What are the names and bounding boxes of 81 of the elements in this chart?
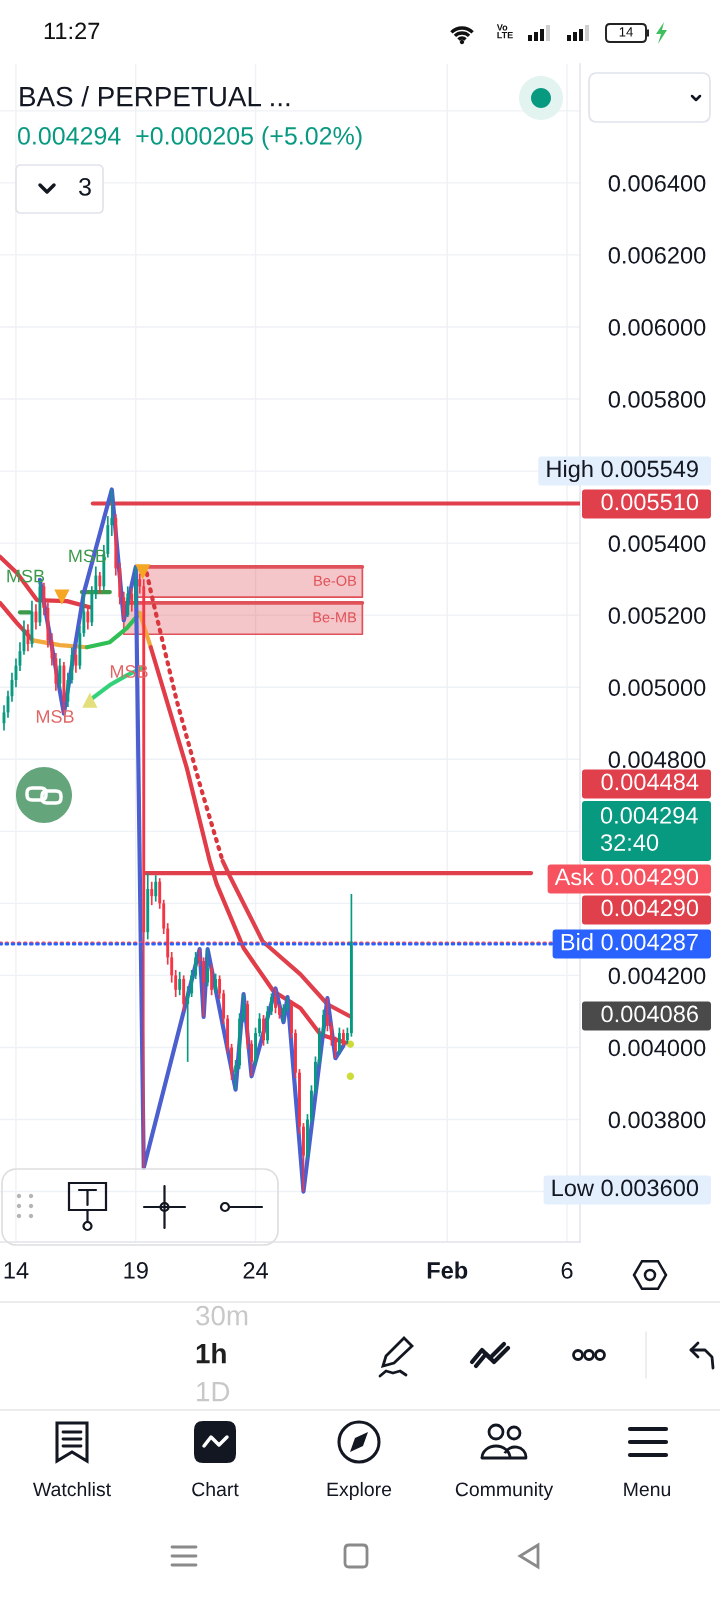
text: 0.004484 — [601, 773, 699, 791]
y-tick-label: 0.006200 — [608, 247, 706, 264]
text: 0.005510 — [601, 493, 699, 511]
candlestick — [202, 956, 206, 1018]
candlestick — [302, 1122, 305, 1193]
annotation: 3 — [79, 178, 91, 196]
candlestick — [86, 605, 90, 631]
y-tick-label: 0.005200 — [608, 607, 706, 624]
candlestick — [154, 874, 158, 903]
candlestick — [206, 948, 210, 988]
candlestick — [337, 1026, 341, 1056]
candlestick — [150, 880, 154, 907]
candlestick — [58, 657, 62, 690]
ref-line-label: Ask 0.004290 — [554, 868, 699, 886]
y-tick-label: 0.006400 — [608, 174, 706, 192]
text: Vo LTE — [496, 24, 513, 39]
candlestick — [298, 1068, 301, 1135]
candlestick — [98, 571, 102, 595]
candlestick — [130, 587, 134, 613]
candlestick — [314, 1055, 317, 1096]
annotation: Low 0.003600 — [552, 1179, 699, 1197]
candlestick — [286, 996, 289, 1013]
candlestick — [266, 1005, 269, 1045]
candlestick — [262, 1014, 265, 1047]
y-tick-label: 0.005400 — [608, 535, 706, 552]
candlestick — [242, 993, 246, 1024]
candlestick — [322, 1008, 325, 1038]
candlestick — [270, 992, 273, 1016]
annotation: High 0.005549 — [547, 459, 698, 482]
candlestick — [290, 999, 293, 1040]
ref-line-label: Bid 0.004287 — [561, 933, 698, 951]
text: 11:27 — [44, 22, 100, 40]
candlestick — [218, 974, 222, 1000]
x-tick-label: 19 — [124, 1262, 148, 1279]
candlestick — [329, 1021, 333, 1047]
candlestick — [310, 1084, 313, 1124]
candlestick — [74, 648, 78, 674]
text: 1h — [196, 1343, 226, 1364]
series-label: Be-OB — [314, 575, 357, 586]
text: 0.004294 32:40 — [600, 807, 698, 851]
text: Explore — [327, 1481, 392, 1501]
candlestick — [246, 999, 250, 1051]
text: Menu — [624, 1482, 671, 1497]
candlestick — [333, 1035, 337, 1060]
candlestick — [126, 585, 130, 618]
candlestick — [326, 997, 329, 1033]
candlestick — [178, 970, 182, 997]
candlestick — [234, 1059, 238, 1091]
candlestick — [250, 1039, 253, 1078]
candlestick — [210, 963, 214, 997]
candlestick — [274, 987, 277, 1015]
text: BAS / PERPETUAL ... — [20, 86, 290, 107]
candlestick — [238, 1012, 242, 1070]
candlestick — [318, 1026, 321, 1067]
text: Watchlist — [33, 1481, 111, 1497]
text: Community — [455, 1481, 554, 1501]
x-tick-label: Feb — [427, 1261, 468, 1279]
y-tick-label: 0.005000 — [608, 679, 706, 697]
annotation: MSB — [36, 710, 74, 723]
candlestick — [214, 972, 218, 995]
text: 14 — [619, 27, 633, 37]
candlestick — [254, 1026, 257, 1067]
x-tick-label: 24 — [243, 1262, 268, 1279]
text: Chart — [192, 1481, 239, 1497]
y-tick-label: 0.004800 — [608, 751, 706, 769]
x-tick-label: 6 — [561, 1262, 573, 1279]
text: 0.004290 — [601, 899, 699, 917]
text: 0.004294 +0.000205 (+5.02%) — [17, 126, 362, 150]
text: 0.004086 — [601, 1005, 698, 1023]
y-tick-label: 0.003800 — [608, 1111, 706, 1129]
candlestick — [278, 1003, 281, 1020]
candlestick — [294, 1028, 297, 1079]
y-tick-label: 0.004000 — [608, 1039, 706, 1057]
y-tick-label: 0.005800 — [608, 391, 706, 408]
series-label: Be-MB — [313, 612, 357, 623]
x-tick-label: 14 — [4, 1262, 29, 1279]
candlestick — [258, 1012, 261, 1038]
y-tick-label: 0.004200 — [608, 967, 706, 985]
y-tick-label: 0.006000 — [608, 319, 706, 336]
candlestick — [306, 1113, 309, 1160]
candlestick — [282, 1003, 285, 1024]
